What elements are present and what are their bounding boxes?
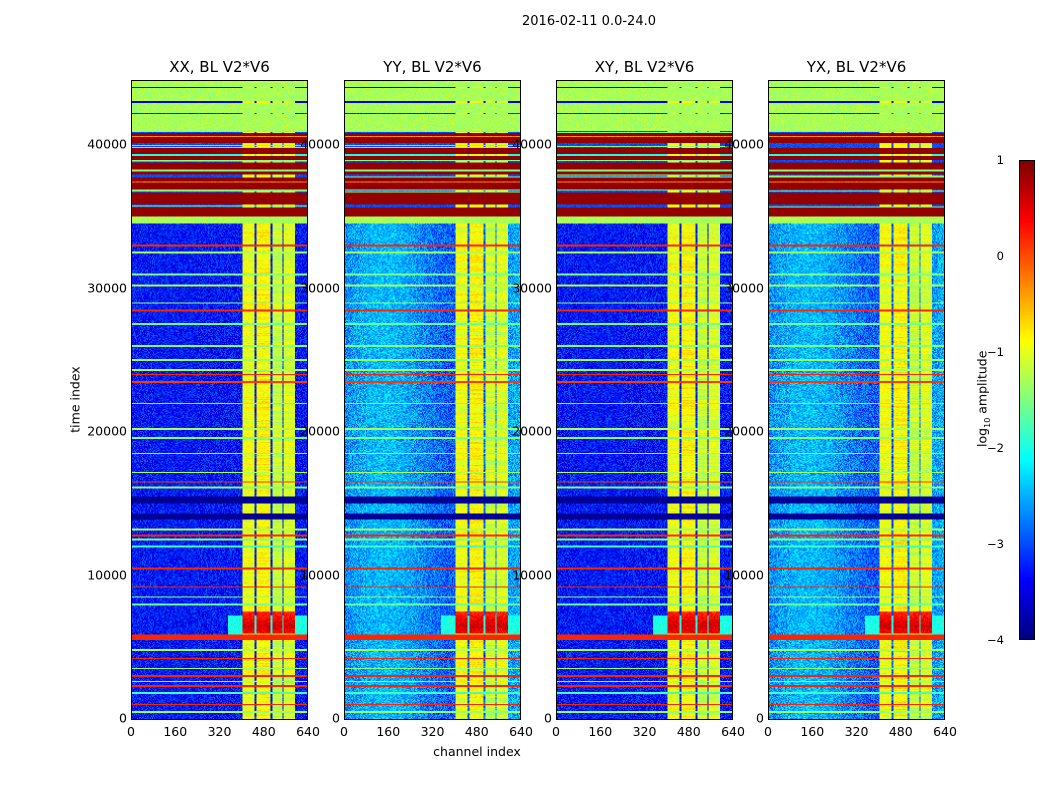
panel-title-xx: XX, BL V2*V6 bbox=[169, 58, 270, 76]
x-tick-label: 480 bbox=[676, 724, 701, 739]
colorbar-tick-label: −1 bbox=[987, 345, 1004, 359]
x-tick-label: 160 bbox=[588, 724, 613, 739]
y-tick-label: 20000 bbox=[512, 423, 552, 439]
x-tick-label: 0 bbox=[764, 724, 772, 739]
colorbar-tick-label: 1 bbox=[996, 153, 1004, 167]
y-tick-label: 20000 bbox=[300, 423, 340, 439]
y-tick-label: 10000 bbox=[724, 567, 764, 582]
x-tick-label: 320 bbox=[207, 724, 232, 739]
heatmap-yx bbox=[768, 80, 945, 720]
y-tick-label: 0 bbox=[119, 710, 127, 726]
panel-title-xy: XY, BL V2*V6 bbox=[594, 58, 695, 76]
x-tick-label: 0 bbox=[340, 724, 348, 739]
colorbar-label: log10 amplitude bbox=[974, 350, 992, 447]
y-tick-label: 0 bbox=[332, 710, 340, 726]
x-tick-label: 160 bbox=[800, 724, 825, 739]
colorbar-tick-label: 0 bbox=[996, 249, 1004, 263]
y-tick-label: 10000 bbox=[512, 567, 552, 582]
colorbar-tick-label: −4 bbox=[987, 633, 1004, 647]
x-tick-label: 480 bbox=[888, 724, 913, 739]
x-tick-label: 0 bbox=[127, 724, 135, 739]
x-tick-label: 640 bbox=[721, 724, 745, 739]
panel-title-yx: YX, BL V2*V6 bbox=[806, 58, 907, 76]
x-tick-label: 160 bbox=[376, 724, 401, 739]
x-tick-label: 640 bbox=[509, 724, 533, 739]
y-tick-label: 40000 bbox=[724, 136, 764, 152]
x-tick-label: 640 bbox=[296, 724, 320, 739]
y-tick-label: 40000 bbox=[512, 136, 552, 152]
x-tick-label: 640 bbox=[933, 724, 957, 739]
colorbar-tick-label: −2 bbox=[987, 441, 1004, 455]
x-tick-label: 0 bbox=[552, 724, 560, 739]
x-tick-label: 320 bbox=[420, 724, 445, 739]
x-tick-label: 480 bbox=[251, 724, 276, 739]
colorbar bbox=[1019, 160, 1035, 640]
x-tick-label: 160 bbox=[163, 724, 188, 739]
figure-title: 2016-02-11 0.0-24.0 bbox=[522, 14, 656, 29]
y-tick-label: 30000 bbox=[512, 280, 552, 295]
heatmap-yy bbox=[344, 80, 521, 720]
y-tick-label: 0 bbox=[544, 710, 552, 726]
heatmap-xx bbox=[131, 80, 308, 720]
x-tick-label: 320 bbox=[632, 724, 657, 739]
y-tick-label: 40000 bbox=[87, 136, 127, 152]
x-tick-label: 480 bbox=[464, 724, 489, 739]
y-tick-label: 0 bbox=[756, 710, 764, 726]
y-tick-label: 30000 bbox=[300, 280, 340, 295]
x-tick-label: 320 bbox=[844, 724, 869, 739]
y-tick-label: 10000 bbox=[300, 567, 340, 582]
panel-title-yy: YY, BL V2*V6 bbox=[383, 58, 482, 76]
heatmap-xy bbox=[556, 80, 733, 720]
y-tick-label: 30000 bbox=[87, 280, 127, 295]
colorbar-tick-label: −3 bbox=[987, 537, 1004, 551]
y-tick-label: 20000 bbox=[87, 423, 127, 439]
y-tick-label: 10000 bbox=[87, 567, 127, 582]
y-tick-label: 20000 bbox=[724, 423, 764, 439]
y-tick-label: 40000 bbox=[300, 136, 340, 152]
y-tick-label: 30000 bbox=[724, 280, 764, 295]
x-axis-label: channel index bbox=[433, 744, 521, 759]
y-axis-label: time index bbox=[67, 366, 83, 433]
